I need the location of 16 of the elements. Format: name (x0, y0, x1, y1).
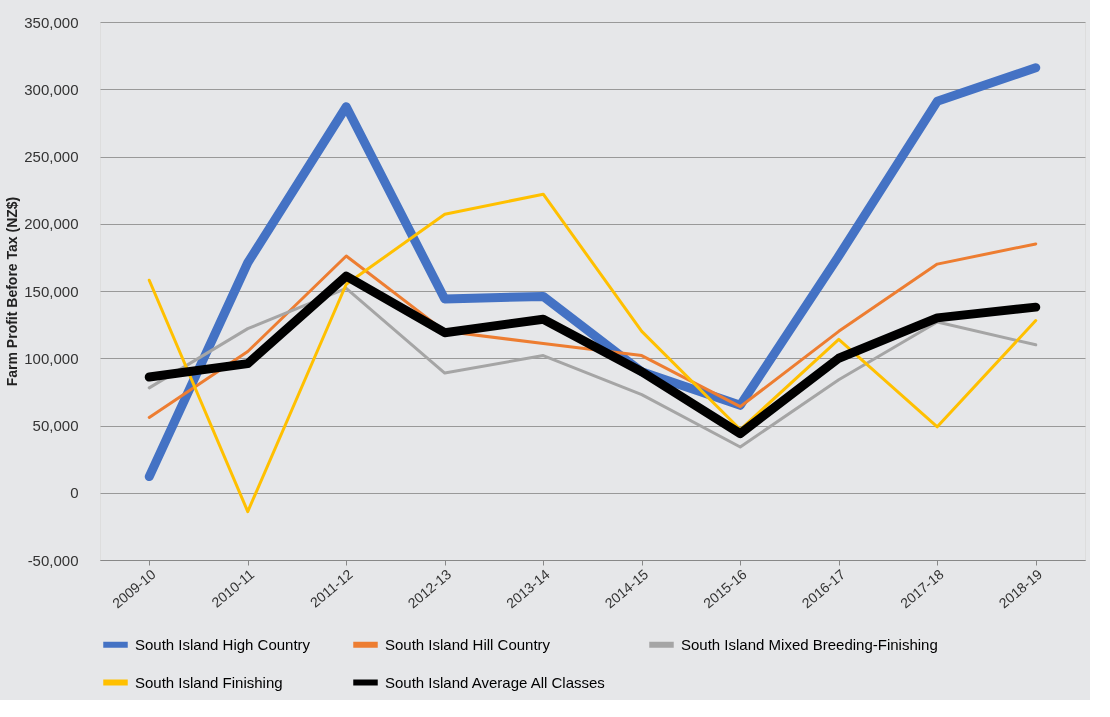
y-tick-label: 250,000 (24, 148, 79, 165)
y-tick-label: 200,000 (24, 215, 79, 233)
legend-label: South Island High Country (135, 635, 311, 653)
y-tick-label: 300,000 (24, 80, 79, 98)
y-tick-label: 350,000 (24, 13, 79, 31)
legend-label: South Island Average All Classes (385, 673, 605, 691)
legend-label: South Island Mixed Breeding-Finishing (681, 635, 938, 653)
y-tick-label: 50,000 (32, 417, 79, 434)
y-tick-label: -50,000 (27, 551, 79, 569)
y-axis-title: Farm Profit Before Tax (NZ$) (4, 196, 21, 387)
line-series (147, 192, 1038, 514)
y-tick-label: 100,000 (24, 349, 79, 367)
y-tick-label: 150,000 (24, 282, 79, 300)
legend-label: South Island Finishing (135, 673, 283, 691)
legend-label: South Island Hill Country (385, 635, 551, 653)
y-tick-label: 0 (70, 484, 79, 502)
